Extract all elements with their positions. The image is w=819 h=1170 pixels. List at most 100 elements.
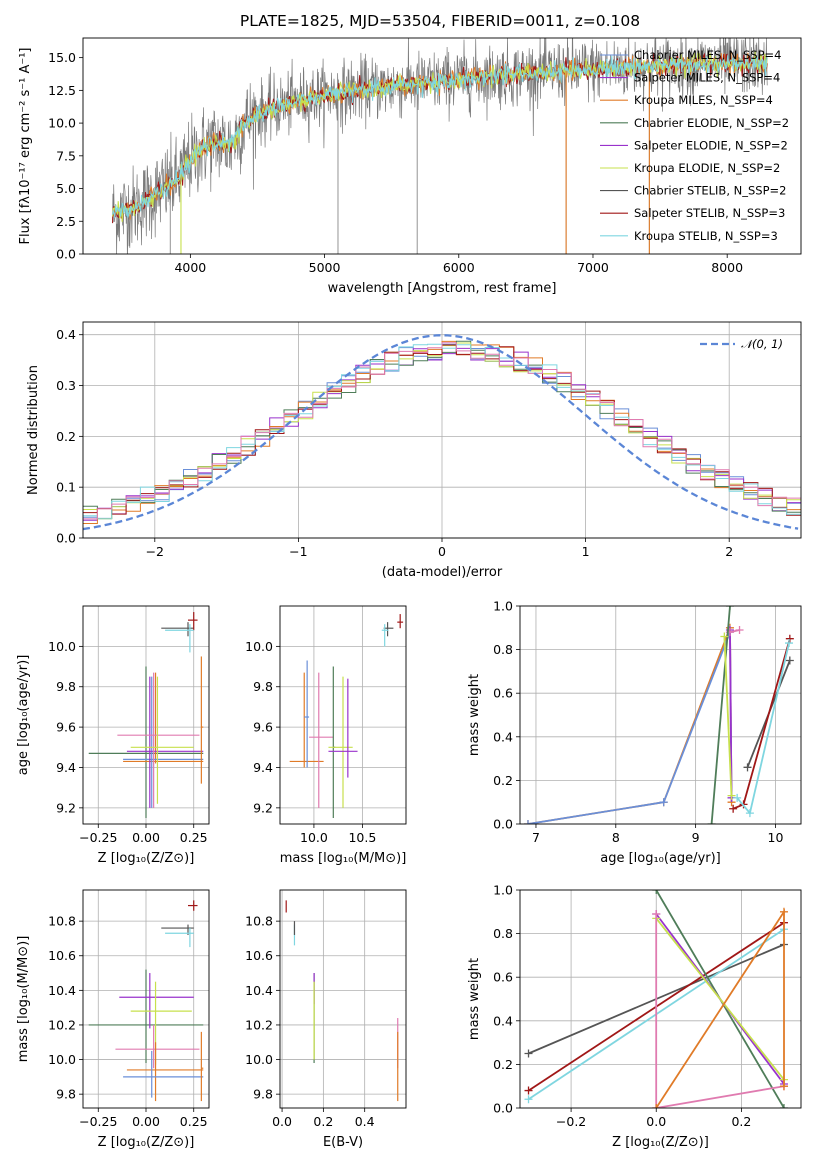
axes-weight_vs_Z: −0.2 0.0 0.2 0.0 0.2 0.4 0.6 0.8 1.0 Z [log₁₀(Z/Z…	[467, 883, 802, 1150]
errorbar-point	[115, 1024, 200, 1069]
y-tick-label: 0.2	[56, 429, 76, 444]
y-tick-label: 0.0	[56, 531, 76, 546]
y-tick-label: 7.5	[56, 148, 76, 163]
y-tick-label: 0.8	[493, 926, 513, 941]
series-marker	[659, 798, 668, 807]
x-tick-label: 0.00	[132, 1114, 160, 1129]
errorbar-point	[397, 614, 404, 629]
y-tick-label: 0.0	[493, 1101, 513, 1116]
x-axis-label: Z [log₁₀(Z/Z⊙)]	[98, 851, 195, 866]
y-tick-label: 10.6	[245, 948, 273, 963]
series-marker	[720, 632, 729, 641]
x-tick-label: 0.25	[180, 1114, 208, 1129]
errorbar-point	[88, 666, 204, 818]
x-tick-label: −1	[289, 544, 307, 559]
errorbar-point	[383, 622, 394, 637]
y-tick-label: 10.2	[245, 1017, 273, 1032]
errorbar-point	[165, 928, 194, 948]
x-tick-label: −0.2	[556, 1114, 586, 1129]
y-tick-label: 0.2	[493, 773, 513, 788]
plot-area-age_vs_Z	[88, 612, 204, 818]
axes-spectrum: Chabrier MILES, N_SSP=4 Salpeter MILES, N…	[18, 37, 802, 296]
y-axis-label: mass weight	[467, 674, 482, 756]
errorbar-point	[130, 981, 192, 1065]
normal-curve	[83, 334, 799, 531]
series-marker	[743, 763, 752, 772]
x-axis-label: age [log₁₀(age/yr)]	[600, 851, 721, 866]
axes-residuals: 𝒩(0, 1) −2 −1 0 1 2 0.0 0.1 0.2 0.3 0.4 (data-model…	[26, 321, 802, 580]
x-axis-label: Z [log₁₀(Z/Z⊙)]	[98, 1135, 195, 1150]
x-tick-label: 0.2	[731, 1114, 751, 1129]
legend-entry: Kroupa MILES, N_SSP=4	[634, 93, 773, 107]
series-line	[527, 631, 733, 824]
x-tick-label: 2	[725, 544, 733, 559]
y-tick-label: 9.8	[56, 679, 76, 694]
axes-frame	[279, 605, 407, 825]
x-tick-label: 0.0	[272, 1114, 292, 1129]
x-tick-label: 10	[768, 830, 784, 845]
series-line	[723, 636, 733, 796]
y-tick-label: 10.4	[48, 983, 76, 998]
axes-mass_vs_ebv: 0.0 0.2 0.4 9.8 10.0 10.2 10.4 10.6 10.8 E(B-V)	[245, 889, 407, 1150]
series-marker	[735, 625, 744, 634]
series-line	[729, 629, 733, 798]
y-tick-label: 9.8	[253, 1087, 273, 1102]
y-tick-label: 9.8	[56, 1087, 76, 1102]
errorbar-point	[332, 666, 336, 818]
y-tick-label: 9.8	[253, 679, 273, 694]
x-tick-label: 10.0	[300, 830, 328, 845]
axes-age_vs_mass: 10.0 10.5 9.2 9.4 9.6 9.8 10.0 mass [log₁₀(M/M⊙…	[245, 605, 407, 866]
series-marker	[652, 890, 661, 894]
errorbar-point	[200, 656, 204, 784]
series-line	[710, 606, 731, 824]
errorbar-point	[119, 973, 194, 1029]
errorbar-point	[309, 672, 334, 808]
plot-area-mass_vs_ebv	[285, 900, 399, 1102]
plot-area-weight_vs_Z	[524, 890, 788, 1108]
legend-entry: 𝒩(0, 1)	[741, 337, 783, 351]
axes-frame	[519, 605, 802, 825]
plot-area-weight_vs_age	[523, 606, 794, 824]
y-tick-label: 10.8	[245, 914, 273, 929]
x-tick-label: 10.5	[348, 830, 376, 845]
series-marker	[707, 820, 716, 824]
y-tick-label: 10.0	[48, 639, 76, 654]
y-tick-label: 10.0	[48, 1052, 76, 1067]
errorbar-point	[161, 622, 194, 637]
series-marker	[785, 656, 794, 665]
y-tick-label: 1.0	[493, 599, 513, 614]
y-axis-label: mass [log₁₀(M/M⊙)]	[16, 936, 31, 1063]
series-marker	[652, 909, 661, 918]
y-tick-label: 9.6	[56, 720, 76, 735]
errorbar-point	[200, 1031, 204, 1102]
y-axis-label: Flux [fλ10⁻¹⁷ erg cm⁻² s⁻¹ A⁻¹]	[18, 48, 33, 245]
y-tick-label: 0.1	[56, 480, 76, 495]
x-tick-label: −0.25	[79, 830, 117, 845]
series-marker	[727, 791, 736, 800]
x-axis-label: wavelength [Angstrom, rest frame]	[328, 281, 557, 296]
series-marker	[779, 1082, 788, 1091]
x-tick-label: 7	[532, 830, 540, 845]
x-tick-label: 7000	[577, 260, 609, 275]
y-tick-label: 9.2	[56, 800, 76, 815]
series-line	[527, 627, 733, 824]
series-marker	[785, 634, 794, 643]
y-tick-label: 0.0	[56, 247, 76, 262]
x-tick-label: 0.4	[355, 1114, 375, 1129]
x-tick-label: 0.2	[313, 1114, 333, 1129]
x-tick-label: 8	[612, 830, 620, 845]
errorbar-point	[126, 1042, 204, 1102]
legend-entry: Chabrier STELIB, N_SSP=2	[634, 184, 786, 198]
series-marker	[729, 804, 738, 813]
x-tick-label: 0.00	[132, 830, 160, 845]
y-tick-label: 9.4	[253, 760, 273, 775]
histogram-7	[83, 342, 801, 520]
errorbar-point	[123, 1050, 204, 1098]
series-marker	[733, 793, 742, 802]
y-tick-label: 9.6	[253, 720, 273, 735]
y-axis-label: Normed distribution	[26, 365, 41, 495]
axes-mass_vs_Z: −0.25 0.00 0.25 9.8 10.0 10.2 10.4 10.6 10.8 Z [l…	[16, 889, 210, 1150]
x-tick-label: 0.25	[180, 830, 208, 845]
